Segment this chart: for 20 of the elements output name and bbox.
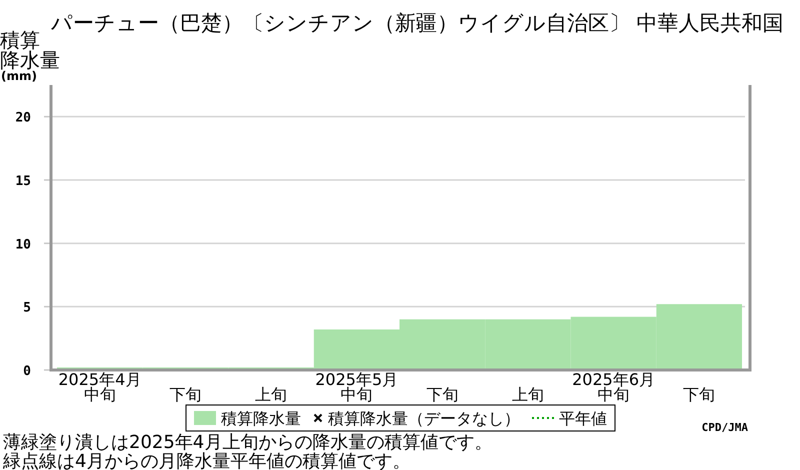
y-tick-label: 10 <box>15 237 32 252</box>
x-tick-label: 上旬 <box>255 385 288 404</box>
text: 緑点線は4月からの月降水量平年値の積算値です。 <box>2 451 410 470</box>
x-tick-label: 下旬 <box>169 385 202 404</box>
x-tick-label: 上旬 <box>512 385 544 404</box>
legend-label: 平年値 <box>559 409 607 428</box>
chart-title: パーチュー（巴楚）〔シンチアン（新疆）ウイグル自治区〕 中華人民共和国 <box>50 11 784 35</box>
text: CPD/JMA <box>702 421 748 434</box>
y-tick-label: 0 <box>23 364 32 379</box>
legend-label: 積算降水量 <box>221 409 301 428</box>
y-tick-label: 5 <box>23 300 31 316</box>
legend-label: 積算降水量（データなし） <box>328 409 520 428</box>
x-tick-label: 2025年4月中旬 <box>58 370 142 404</box>
x-tick-label: 2025年6月中旬 <box>572 370 656 404</box>
text: 薄緑塗り潰しは2025年4月上旬からの降水量の積算値です。 <box>3 432 492 453</box>
x-tick-label: 下旬 <box>683 385 716 404</box>
x-tick-label: 下旬 <box>426 385 458 404</box>
y-tick-label: 15 <box>15 174 31 189</box>
y-tick-label: 20 <box>15 110 32 126</box>
x-tick-label: 2025年5月中旬 <box>315 370 398 404</box>
